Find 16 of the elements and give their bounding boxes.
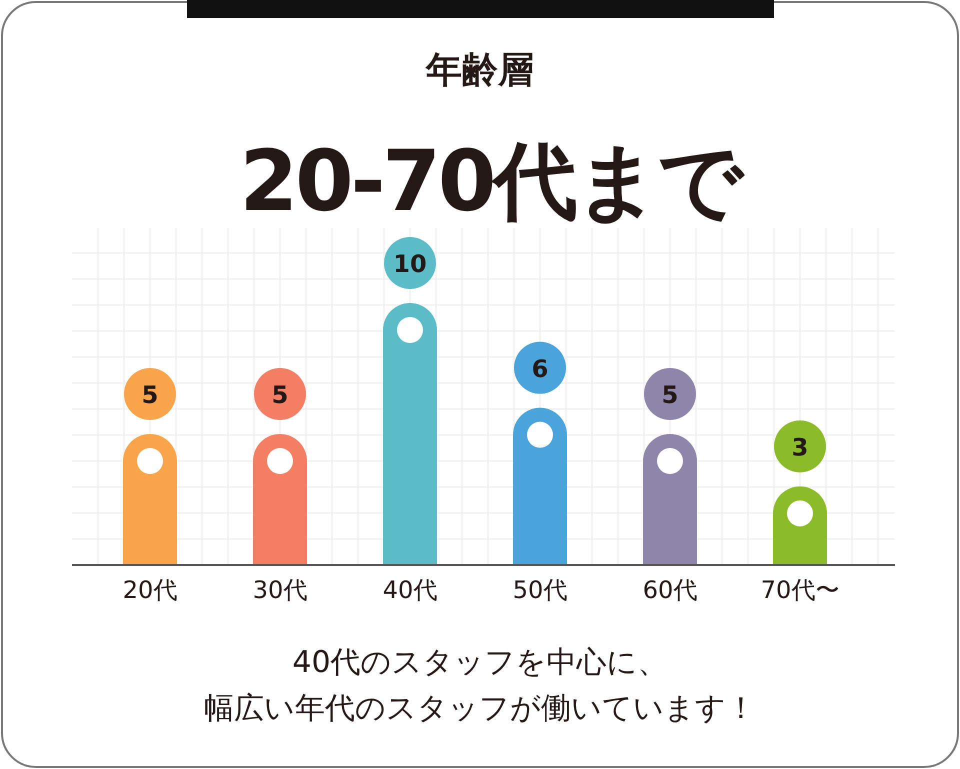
category: 60代 bbox=[642, 576, 698, 604]
category: 70代〜 bbox=[760, 576, 840, 604]
category: 20代 bbox=[122, 576, 178, 604]
subtitle: 20-70代まで bbox=[240, 132, 740, 230]
title: 年齢層 bbox=[426, 50, 534, 91]
data-label: 5 bbox=[142, 381, 158, 409]
category: 50代 bbox=[512, 576, 568, 604]
annotation: 幅広い年代のスタッフが働いています！ bbox=[204, 691, 756, 726]
category: 30代 bbox=[252, 576, 308, 604]
data-label: 5 bbox=[662, 381, 678, 409]
data-label: 5 bbox=[272, 381, 288, 409]
category: 40代 bbox=[382, 576, 438, 604]
data-label: 3 bbox=[792, 433, 808, 462]
data-label: 10 bbox=[393, 250, 427, 278]
annotation: 40代のスタッフを中心に、 bbox=[292, 645, 668, 680]
data-label: 6 bbox=[532, 354, 548, 383]
